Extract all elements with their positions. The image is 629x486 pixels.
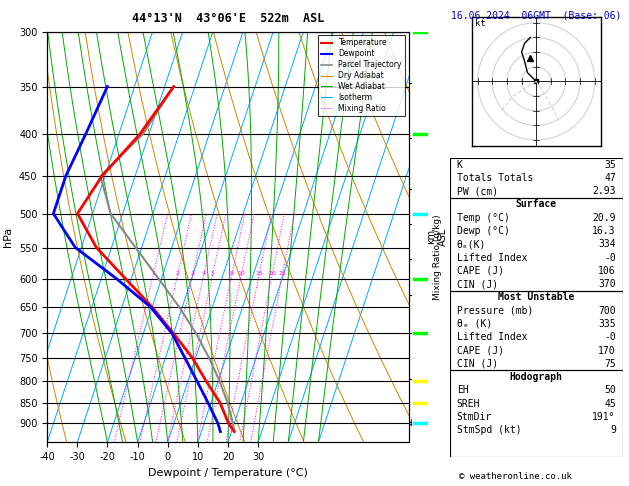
Bar [450, 370, 623, 457]
Y-axis label: km
ASL: km ASL [426, 228, 448, 246]
Text: 106: 106 [598, 266, 616, 276]
Text: 16.06.2024  06GMT  (Base: 06): 16.06.2024 06GMT (Base: 06) [451, 11, 621, 21]
Text: 50: 50 [604, 385, 616, 396]
Text: 335: 335 [598, 319, 616, 329]
Text: Pressure (mb): Pressure (mb) [457, 306, 533, 316]
Text: 47: 47 [604, 173, 616, 183]
Text: 191°: 191° [593, 412, 616, 422]
Text: θₑ (K): θₑ (K) [457, 319, 492, 329]
Y-axis label: hPa: hPa [3, 227, 13, 247]
Text: SREH: SREH [457, 399, 480, 409]
Text: 20.9: 20.9 [593, 213, 616, 223]
Text: 334: 334 [598, 239, 616, 249]
Text: CIN (J): CIN (J) [457, 279, 498, 289]
Text: 3: 3 [191, 271, 194, 276]
Text: Temp (°C): Temp (°C) [457, 213, 509, 223]
Text: © weatheronline.co.uk: © weatheronline.co.uk [459, 472, 572, 481]
Text: StmDir: StmDir [457, 412, 492, 422]
Text: 20: 20 [268, 271, 276, 276]
Text: 1: 1 [151, 271, 155, 276]
Text: 2.93: 2.93 [593, 186, 616, 196]
Text: 700: 700 [598, 306, 616, 316]
Text: Most Unstable: Most Unstable [498, 293, 574, 302]
Bar [450, 291, 623, 370]
Text: -0: -0 [604, 332, 616, 342]
Text: Hodograph: Hodograph [509, 372, 563, 382]
Text: CAPE (J): CAPE (J) [457, 346, 504, 356]
Text: 44°13'N  43°06'E  522m  ASL: 44°13'N 43°06'E 522m ASL [132, 12, 324, 25]
Text: 2: 2 [175, 271, 179, 276]
Text: -0: -0 [604, 253, 616, 262]
Text: Surface: Surface [516, 199, 557, 209]
Text: 16.3: 16.3 [593, 226, 616, 236]
Text: 15: 15 [255, 271, 263, 276]
Text: 8: 8 [230, 271, 233, 276]
Text: kt: kt [475, 19, 486, 28]
Text: Lifted Index: Lifted Index [457, 253, 527, 262]
Text: 45: 45 [604, 399, 616, 409]
Text: LCL: LCL [409, 419, 425, 428]
Text: Dewp (°C): Dewp (°C) [457, 226, 509, 236]
Text: θₑ(K): θₑ(K) [457, 239, 486, 249]
Text: StmSpd (kt): StmSpd (kt) [457, 425, 521, 435]
Text: Lifted Index: Lifted Index [457, 332, 527, 342]
Text: Totals Totals: Totals Totals [457, 173, 533, 183]
Text: 4: 4 [201, 271, 206, 276]
Text: Mixing Ratio (g/kg): Mixing Ratio (g/kg) [433, 215, 442, 300]
Text: CAPE (J): CAPE (J) [457, 266, 504, 276]
Text: 25: 25 [279, 271, 286, 276]
Text: EH: EH [457, 385, 469, 396]
Bar [450, 198, 623, 291]
Text: 5: 5 [211, 271, 214, 276]
Text: 170: 170 [598, 346, 616, 356]
Text: 9: 9 [610, 425, 616, 435]
Text: PW (cm): PW (cm) [457, 186, 498, 196]
Text: 35: 35 [604, 159, 616, 170]
Legend: Temperature, Dewpoint, Parcel Trajectory, Dry Adiabat, Wet Adiabat, Isotherm, Mi: Temperature, Dewpoint, Parcel Trajectory… [318, 35, 405, 116]
Text: K: K [457, 159, 462, 170]
X-axis label: Dewpoint / Temperature (°C): Dewpoint / Temperature (°C) [148, 468, 308, 478]
Text: 75: 75 [604, 359, 616, 369]
Text: 10: 10 [237, 271, 245, 276]
Text: 370: 370 [598, 279, 616, 289]
Bar [450, 158, 623, 198]
Text: CIN (J): CIN (J) [457, 359, 498, 369]
